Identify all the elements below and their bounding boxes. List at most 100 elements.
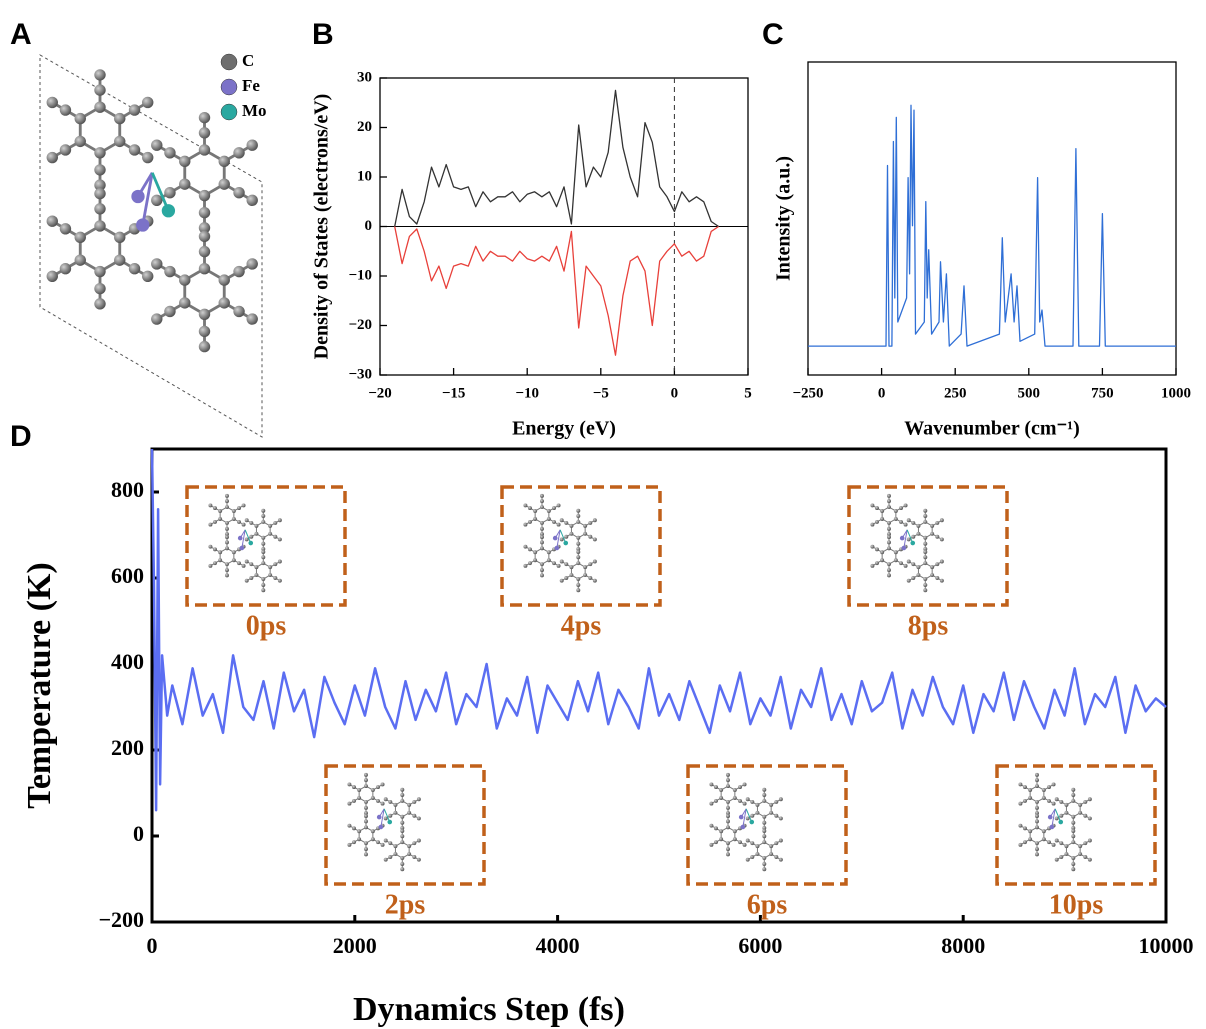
- carbon-atom: [911, 562, 916, 567]
- carbon-atom: [241, 522, 246, 527]
- carbon-atom: [569, 531, 574, 536]
- carbon-atom: [249, 562, 254, 567]
- carbon-atom: [1023, 840, 1027, 845]
- carbon-atom: [46, 151, 58, 164]
- y-tick-label: 30: [357, 69, 372, 85]
- carbon-atom: [569, 523, 574, 528]
- carbon-atom: [576, 547, 581, 551]
- panel-label: D: [10, 420, 32, 453]
- y-tick-label: 10: [357, 168, 372, 184]
- carbon-atom: [261, 561, 266, 566]
- carbon-atom: [128, 263, 141, 275]
- carbon-atom: [273, 520, 278, 525]
- carbon-atom: [899, 519, 903, 524]
- bond: [1054, 808, 1062, 823]
- carbon-atom: [407, 844, 412, 849]
- carbon-atom: [225, 499, 229, 504]
- carbon-atom: [719, 829, 724, 834]
- carbon-atom: [755, 844, 760, 849]
- metal-atom: [387, 819, 393, 825]
- plot-frame: [807, 61, 1177, 376]
- carbon-atom: [923, 519, 928, 524]
- carbon-atom: [1071, 861, 1076, 866]
- carbon-atom: [231, 550, 236, 555]
- bond: [556, 529, 561, 549]
- carbon-atom: [277, 559, 282, 564]
- metal-atom: [563, 540, 569, 546]
- series-line: [150, 448, 1167, 812]
- carbon-atom: [709, 801, 714, 806]
- y-axis-label: Intensity (a.u.): [773, 156, 795, 281]
- molecule: [870, 493, 944, 593]
- carbon-atom: [1047, 840, 1051, 845]
- carbon-atom: [726, 811, 730, 816]
- carbon-atom: [164, 187, 176, 199]
- carbon-atom: [880, 509, 885, 514]
- carbon-atom: [923, 588, 928, 593]
- carbon-atom: [1071, 834, 1076, 839]
- carbon-atom: [261, 549, 266, 554]
- carbon-atom: [268, 573, 273, 578]
- carbon-atom: [935, 534, 940, 539]
- carbon-atom: [1035, 819, 1039, 824]
- carbon-atom: [930, 531, 935, 536]
- carbon-atom: [762, 840, 767, 845]
- carbon-atom: [726, 852, 730, 857]
- metal-atom: [749, 819, 755, 825]
- carbon-atom: [762, 814, 767, 819]
- carbon-atom: [164, 305, 176, 318]
- carbon-atom: [1059, 841, 1064, 846]
- carbon-atom: [546, 550, 551, 555]
- carbon-atom: [523, 544, 528, 549]
- carbon-atom: [273, 562, 278, 567]
- carbon-atom: [762, 798, 767, 803]
- carbon-atom: [218, 509, 223, 514]
- x-tick-label: 6000: [738, 933, 782, 958]
- carbon-atom: [939, 518, 944, 523]
- carbon-atom: [911, 520, 916, 525]
- panel-label: C: [762, 18, 784, 51]
- carbon-atom: [1059, 813, 1064, 818]
- carbon-atom: [714, 798, 718, 803]
- carbon-atom: [94, 220, 106, 232]
- carbon-atom: [225, 535, 229, 540]
- carbon-atom: [357, 837, 362, 842]
- y-axis-label: Temperature (K): [21, 562, 58, 808]
- carbon-atom: [750, 813, 755, 818]
- carbon-atom: [364, 784, 368, 789]
- carbon-atom: [151, 258, 163, 270]
- carbon-atom: [388, 813, 393, 818]
- carbon-atom: [1083, 841, 1088, 846]
- carbon-atom: [400, 798, 405, 803]
- bond: [559, 529, 567, 544]
- carbon-atom: [233, 147, 245, 159]
- carbon-atom: [1035, 778, 1039, 783]
- carbon-atom: [709, 823, 714, 828]
- carbon-atom: [533, 509, 538, 514]
- carbon-atom: [261, 577, 266, 581]
- plot-frame: [150, 447, 1168, 924]
- carbon-atom: [1041, 788, 1046, 793]
- carbon-atom: [142, 151, 154, 164]
- bond: [244, 529, 252, 544]
- carbon-atom: [935, 562, 940, 567]
- y-tick-label: 600: [111, 563, 144, 588]
- carbon-atom: [388, 841, 393, 846]
- carbon-atom: [576, 549, 581, 554]
- x-tick-label: 1000: [1161, 385, 1191, 401]
- carbon-atom: [1071, 787, 1076, 792]
- legend-label: Fe: [242, 76, 260, 95]
- carbon-atom: [559, 559, 564, 564]
- carbon-atom: [564, 562, 569, 567]
- carbon-atom: [887, 499, 891, 504]
- carbon-atom: [726, 778, 730, 783]
- carbon-atom: [762, 861, 767, 866]
- carbon-atom: [726, 772, 730, 777]
- carbon-atom: [233, 305, 245, 318]
- carbon-atom: [1083, 855, 1088, 860]
- carbon-atom: [899, 561, 903, 566]
- carbon-atom: [923, 541, 928, 546]
- carbon-atom: [533, 516, 538, 521]
- carbon-atom: [726, 814, 730, 819]
- y-tick-label: −20: [348, 317, 372, 333]
